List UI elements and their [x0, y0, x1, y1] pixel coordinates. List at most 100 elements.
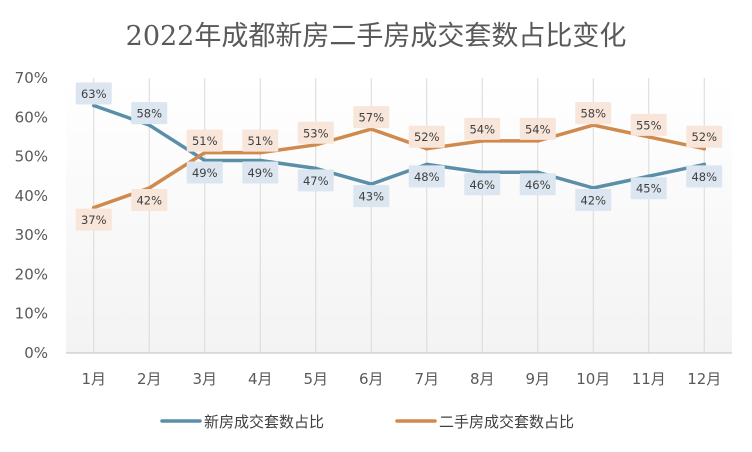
data-label-text: 49%: [247, 166, 273, 180]
data-label: 48%: [686, 165, 723, 188]
data-point: [480, 170, 485, 175]
data-label: 53%: [297, 121, 334, 144]
data-label: 42%: [131, 189, 168, 211]
data-point: [369, 182, 374, 186]
x-tick-label: 4月: [248, 370, 273, 388]
x-tick-label: 3月: [192, 370, 217, 388]
legend-label: 新房成交套数占比: [204, 413, 324, 431]
data-point: [147, 123, 152, 127]
data-label-text: 51%: [247, 134, 273, 148]
data-label-bg: [575, 189, 612, 211]
data-label-text: 48%: [691, 170, 717, 184]
data-label: 37%: [75, 208, 112, 231]
data-label-text: 46%: [525, 178, 551, 192]
data-point: [702, 146, 707, 151]
data-label: 54%: [519, 117, 556, 140]
data-point: [91, 205, 96, 210]
y-tick-label: 40%: [15, 187, 48, 205]
data-point: [424, 146, 429, 151]
x-tick-label: 5月: [303, 370, 328, 388]
data-point: [258, 158, 263, 163]
data-label: 57%: [353, 106, 390, 129]
data-label: 43%: [353, 185, 390, 208]
data-point: [369, 127, 374, 131]
data-label-bg: [408, 165, 445, 188]
data-label: 63%: [75, 82, 112, 105]
data-label-text: 63%: [81, 87, 107, 101]
y-tick-label: 60%: [15, 108, 48, 126]
x-tick-label: 12月: [687, 370, 721, 388]
data-label: 54%: [464, 117, 501, 140]
data-label-bg: [686, 125, 723, 148]
data-label-text: 42%: [580, 194, 606, 208]
x-tick-label: 8月: [470, 370, 495, 388]
data-point: [480, 139, 485, 143]
data-label: 52%: [408, 125, 445, 148]
data-label-bg: [519, 117, 556, 140]
data-label: 47%: [297, 169, 334, 192]
data-label-bg: [575, 102, 612, 125]
data-label-bg: [630, 113, 667, 136]
chart-title: 2022年成都新房二手房成交套数占比变化: [126, 21, 627, 52]
data-label: 55%: [630, 113, 667, 136]
series-line-2: [92, 123, 707, 210]
data-label-bg: [686, 165, 723, 188]
data-label-text: 58%: [136, 107, 162, 121]
data-label-bg: [186, 161, 223, 184]
data-label-text: 43%: [358, 190, 384, 204]
data-label: 58%: [131, 102, 168, 125]
x-tick-label: 6月: [359, 370, 384, 388]
data-point: [535, 170, 540, 175]
data-label-text: 49%: [192, 166, 218, 180]
data-label: 42%: [575, 189, 612, 211]
series-line-1: [92, 103, 707, 190]
data-label-bg: [75, 208, 112, 231]
data-label-text: 45%: [636, 182, 662, 196]
data-label-text: 51%: [192, 134, 218, 148]
data-label: 51%: [186, 129, 223, 152]
data-point: [646, 135, 651, 139]
data-point: [313, 166, 318, 171]
y-tick-label: 50%: [15, 148, 48, 166]
data-label: 48%: [408, 165, 445, 188]
data-label-bg: [630, 177, 667, 200]
legend-item-2: 二手房成交套数占比: [395, 413, 574, 431]
x-tick-label: 1月: [81, 370, 106, 388]
y-tick-label: 30%: [15, 226, 48, 244]
data-label-bg: [75, 82, 112, 105]
data-point: [147, 186, 152, 190]
data-label-text: 42%: [136, 194, 162, 208]
data-label-bg: [186, 129, 223, 152]
data-point: [591, 123, 596, 127]
data-label-bg: [242, 161, 279, 184]
legend-label: 二手房成交套数占比: [439, 413, 574, 431]
data-label-text: 57%: [358, 111, 384, 125]
data-label: 49%: [242, 161, 279, 184]
data-label-text: 54%: [469, 122, 495, 136]
data-point: [91, 103, 96, 108]
data-point: [313, 142, 318, 147]
data-label-text: 58%: [580, 107, 606, 121]
data-label: 46%: [519, 173, 556, 196]
legend-item-1: 新房成交套数占比: [160, 413, 324, 431]
data-label-bg: [464, 173, 501, 196]
x-tick-label: 7月: [414, 370, 439, 388]
data-label-text: 52%: [414, 130, 440, 144]
x-tick-label: 2月: [137, 370, 162, 388]
data-label-bg: [242, 129, 279, 152]
data-point: [535, 139, 540, 143]
data-label-bg: [519, 173, 556, 196]
data-label: 46%: [464, 173, 501, 196]
data-label-bg: [408, 125, 445, 148]
data-point: [646, 174, 651, 179]
data-label: 45%: [630, 177, 667, 200]
y-tick-label: 70%: [15, 69, 48, 87]
data-label-bg: [464, 117, 501, 140]
data-label-text: 54%: [525, 122, 551, 136]
data-point: [424, 162, 429, 167]
data-label: 58%: [575, 102, 612, 125]
data-label-bg: [297, 169, 334, 192]
data-label-bg: [353, 106, 390, 129]
data-label-text: 37%: [81, 213, 107, 227]
